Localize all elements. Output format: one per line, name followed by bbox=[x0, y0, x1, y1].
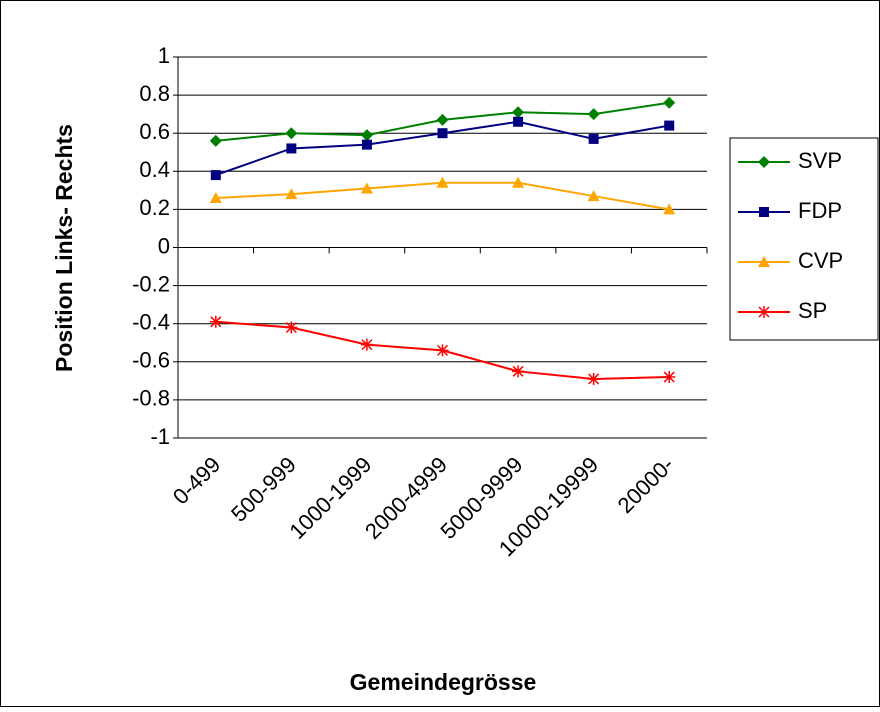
marker bbox=[664, 120, 675, 131]
marker bbox=[759, 207, 769, 217]
legend-label: SVP bbox=[798, 148, 842, 173]
legend-label: CVP bbox=[798, 248, 843, 273]
marker bbox=[512, 176, 525, 188]
y-tick-label: -0.4 bbox=[132, 310, 170, 335]
y-tick-label: 1 bbox=[158, 43, 170, 68]
marker bbox=[437, 128, 448, 139]
y-tick-label: -0.2 bbox=[132, 271, 170, 296]
marker bbox=[360, 338, 373, 351]
marker bbox=[285, 127, 298, 140]
marker bbox=[209, 191, 222, 203]
marker bbox=[588, 133, 599, 144]
marker bbox=[512, 106, 525, 119]
marker bbox=[512, 365, 525, 378]
marker bbox=[210, 170, 221, 181]
legend-box bbox=[729, 137, 879, 341]
marker bbox=[663, 96, 676, 109]
y-tick-label: 0.4 bbox=[139, 157, 170, 182]
marker bbox=[587, 372, 600, 385]
legend-label: SP bbox=[798, 298, 827, 323]
y-tick-label: 0.8 bbox=[139, 81, 170, 106]
marker bbox=[758, 256, 770, 267]
y-axis-title: Position Links- Rechts bbox=[51, 124, 77, 372]
marker bbox=[360, 129, 373, 142]
marker bbox=[758, 306, 770, 318]
marker bbox=[513, 116, 524, 127]
marker bbox=[436, 344, 449, 357]
y-tick-label: -1 bbox=[150, 424, 170, 449]
marker bbox=[361, 139, 372, 150]
y-tick-label: 0 bbox=[158, 233, 170, 258]
marker bbox=[360, 182, 373, 194]
y-tick-label: -0.6 bbox=[132, 348, 170, 373]
y-tick-label: 0.2 bbox=[139, 195, 170, 220]
marker bbox=[209, 315, 222, 328]
marker bbox=[436, 176, 449, 188]
marker bbox=[285, 321, 298, 334]
marker bbox=[209, 134, 222, 147]
marker bbox=[285, 188, 298, 200]
marker bbox=[758, 156, 770, 168]
marker bbox=[587, 108, 600, 121]
marker bbox=[286, 143, 297, 154]
y-tick-label: 0.6 bbox=[139, 119, 170, 144]
marker bbox=[663, 371, 676, 384]
marker bbox=[663, 203, 676, 215]
legend-label: FDP bbox=[798, 198, 842, 223]
x-axis-title: Gemeindegrösse bbox=[350, 669, 537, 695]
marker bbox=[587, 190, 600, 202]
y-tick-label: -0.8 bbox=[132, 386, 170, 411]
marker bbox=[436, 113, 449, 126]
